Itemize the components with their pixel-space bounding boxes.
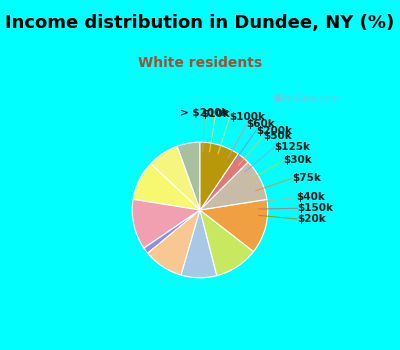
Text: $100k: $100k bbox=[230, 112, 266, 122]
Text: $30k: $30k bbox=[284, 155, 312, 165]
Text: $125k: $125k bbox=[274, 142, 310, 152]
Wedge shape bbox=[177, 142, 200, 210]
Wedge shape bbox=[150, 146, 200, 210]
Wedge shape bbox=[200, 162, 267, 210]
Wedge shape bbox=[200, 210, 254, 276]
Wedge shape bbox=[200, 142, 238, 210]
Text: > $200k: > $200k bbox=[180, 108, 229, 118]
Text: $50k: $50k bbox=[264, 131, 292, 141]
Wedge shape bbox=[181, 210, 217, 278]
Wedge shape bbox=[133, 163, 200, 210]
Wedge shape bbox=[200, 154, 248, 210]
Wedge shape bbox=[148, 210, 200, 275]
Text: $20k: $20k bbox=[297, 214, 326, 224]
Wedge shape bbox=[144, 210, 200, 253]
Text: White residents: White residents bbox=[138, 56, 262, 70]
Text: Income distribution in Dundee, NY (%): Income distribution in Dundee, NY (%) bbox=[5, 14, 395, 32]
Text: ●: ● bbox=[272, 93, 281, 103]
Text: $150k: $150k bbox=[297, 203, 333, 213]
Text: City-Data.com: City-Data.com bbox=[276, 94, 340, 103]
Text: $60k: $60k bbox=[246, 119, 275, 130]
Wedge shape bbox=[200, 199, 268, 252]
Text: $75k: $75k bbox=[292, 173, 321, 183]
Text: $40k: $40k bbox=[296, 192, 325, 202]
Text: $10k: $10k bbox=[201, 109, 230, 119]
Text: $200k: $200k bbox=[256, 126, 292, 135]
Wedge shape bbox=[132, 199, 200, 248]
